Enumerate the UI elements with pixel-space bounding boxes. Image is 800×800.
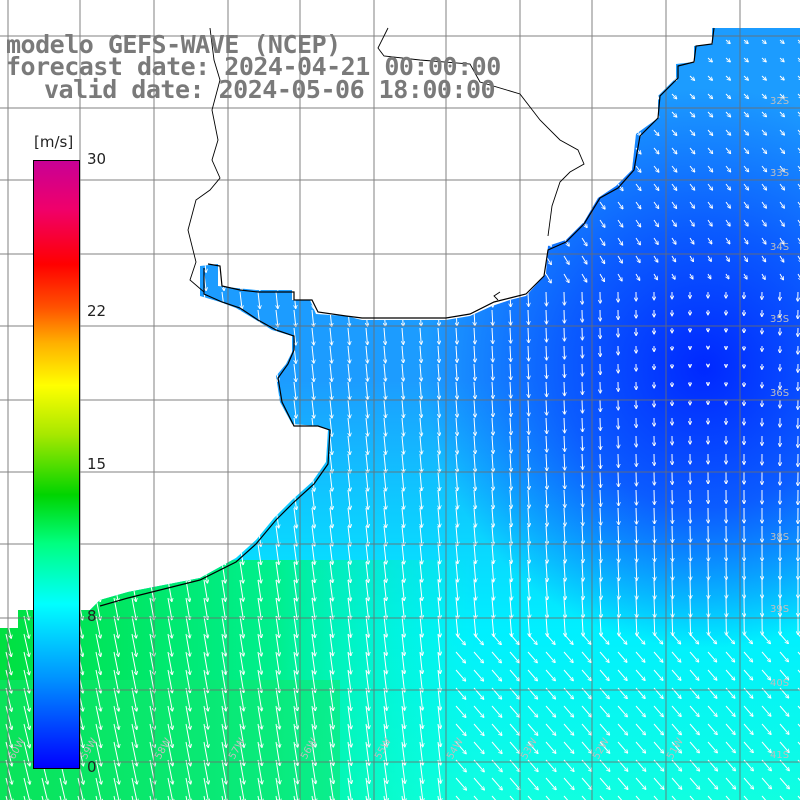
lat-label: 41S bbox=[770, 750, 789, 761]
colorbar-tick-15: 15 bbox=[87, 455, 107, 473]
land-borders bbox=[187, 27, 585, 301]
colorbar-tick-8: 8 bbox=[87, 607, 97, 625]
lat-label: 35S bbox=[770, 314, 789, 325]
forecast-date: forecast date: 2024-04-21 00:00:00 bbox=[6, 52, 501, 81]
lat-label: 32S bbox=[770, 96, 789, 107]
colorbar-unit: [m/s] bbox=[34, 133, 74, 151]
lat-label: 36S bbox=[770, 388, 789, 399]
lat-label: 33S bbox=[770, 168, 789, 179]
model-title: modelo GEFS-WAVE (NCEP) bbox=[6, 30, 341, 59]
colorbar-tick-22: 22 bbox=[87, 302, 107, 320]
colorbar bbox=[33, 160, 80, 769]
colorbar-tick-0: 0 bbox=[87, 758, 97, 776]
colorbar-tick-30: 30 bbox=[87, 150, 107, 168]
lat-label: 38S bbox=[770, 532, 789, 543]
lat-label: 40S bbox=[770, 678, 789, 689]
valid-date: valid date: 2024-05-06 18:00:00 bbox=[44, 75, 496, 104]
latitude-labels: 32S 33S 34S 35S 36S 38S 39S 40S 41S bbox=[770, 96, 789, 761]
coastline bbox=[99, 27, 715, 607]
lat-label: 39S bbox=[770, 604, 789, 615]
lat-label: 34S bbox=[770, 242, 789, 253]
